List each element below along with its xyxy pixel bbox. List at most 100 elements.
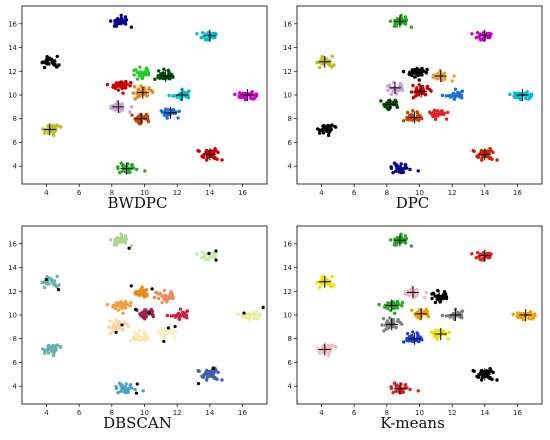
cluster-14 — [427, 108, 450, 122]
bwdpc-scatter-plot: 4 6 8 10 12 14 16 4 6 8 10 12 14 16 — [8, 5, 268, 197]
cluster-9 — [431, 69, 456, 83]
data-point — [162, 67, 166, 71]
cluster-2 — [108, 13, 134, 29]
data-point — [393, 311, 397, 315]
data-point — [113, 18, 117, 23]
cluster-12 — [379, 98, 400, 112]
data-point — [453, 87, 458, 91]
data-point — [485, 251, 490, 256]
y-tick-label: 10 — [8, 92, 17, 100]
data-point — [392, 243, 397, 247]
data-point — [418, 309, 423, 313]
data-point — [138, 65, 142, 69]
data-point — [164, 107, 168, 111]
data-point — [316, 347, 320, 351]
data-point — [416, 315, 420, 320]
data-point — [145, 114, 150, 118]
data-point — [119, 303, 124, 308]
data-point — [44, 61, 48, 65]
noise-point — [173, 324, 177, 329]
data-point — [174, 329, 178, 334]
cluster-8 — [401, 66, 429, 82]
data-point — [447, 313, 451, 318]
data-point — [440, 296, 444, 301]
data-point — [112, 24, 117, 28]
data-point — [201, 375, 206, 379]
data-point — [211, 255, 216, 260]
data-point — [389, 92, 394, 97]
data-point — [525, 90, 529, 94]
data-point — [391, 100, 396, 104]
data-point — [253, 310, 258, 314]
data-point — [204, 258, 208, 262]
data-point — [388, 316, 392, 320]
data-point — [187, 89, 191, 93]
x-tick-label: 16 — [513, 409, 522, 417]
cluster-4 — [508, 89, 534, 102]
data-point — [430, 296, 434, 301]
data-point — [491, 150, 495, 155]
data-point — [121, 311, 125, 315]
data-point — [169, 314, 173, 318]
data-point — [220, 378, 224, 382]
cluster-2 — [108, 232, 134, 248]
data-point — [220, 158, 224, 162]
data-point — [475, 30, 480, 35]
data-point — [401, 119, 406, 123]
data-point — [162, 288, 167, 293]
dpc-scatter-plot: 4 6 8 10 12 14 16 4 6 8 10 12 14 16 — [283, 5, 543, 197]
cluster-4 — [511, 309, 537, 322]
data-point — [511, 312, 515, 317]
y-tick-label: 16 — [8, 20, 17, 28]
data-point — [385, 306, 389, 311]
data-point — [131, 91, 135, 95]
data-point — [153, 77, 157, 81]
data-point — [478, 252, 482, 256]
data-point — [411, 96, 416, 100]
y-tick-label: 4 — [288, 163, 293, 171]
data-point — [121, 239, 126, 243]
cluster-5 — [316, 343, 338, 358]
data-point — [475, 250, 480, 255]
data-point — [399, 235, 404, 239]
data-point — [320, 274, 324, 279]
data-point — [139, 84, 143, 88]
noise-point — [214, 249, 218, 253]
data-point — [435, 337, 439, 342]
x-tick-label: 16 — [513, 189, 522, 197]
data-point — [113, 86, 118, 91]
data-point — [385, 324, 390, 329]
data-point — [54, 124, 58, 128]
data-point — [132, 85, 137, 89]
data-point — [417, 78, 421, 82]
data-point — [138, 312, 142, 316]
noise-point — [129, 284, 133, 288]
data-point — [425, 84, 430, 89]
data-point — [429, 330, 434, 334]
data-point — [316, 127, 320, 131]
data-point — [216, 150, 220, 155]
data-point — [134, 167, 139, 172]
cluster-13 — [153, 67, 175, 83]
data-point — [204, 372, 208, 376]
data-point — [527, 316, 531, 321]
data-point — [405, 110, 410, 115]
x-tick-label: 10 — [415, 189, 424, 197]
y-tick-label: 6 — [288, 139, 293, 147]
data-point — [387, 83, 392, 87]
data-point — [143, 114, 147, 119]
data-point — [213, 146, 217, 151]
data-point — [161, 327, 165, 331]
y-tick-label: 14 — [283, 264, 292, 272]
noise-point — [134, 307, 138, 312]
data-point — [326, 353, 331, 358]
data-point — [47, 345, 51, 350]
cluster-10 — [430, 288, 449, 305]
data-point — [319, 61, 323, 65]
data-point — [392, 24, 397, 28]
data-point — [327, 283, 332, 287]
y-tick-label: 16 — [8, 240, 17, 248]
y-tick-label: 14 — [8, 44, 17, 52]
data-point — [129, 25, 134, 29]
x-tick-label: 8 — [385, 189, 389, 197]
